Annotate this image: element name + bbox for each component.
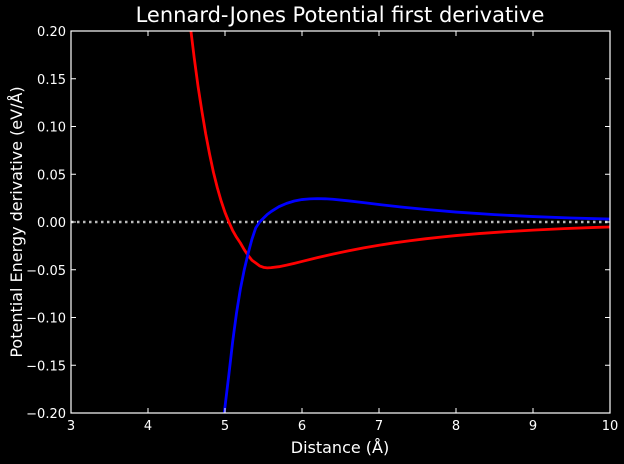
x-tick-label: 4 [144,419,152,434]
x-tick-label: 3 [67,419,75,434]
plot-area: 3 4 5 6 7 8 9 10 −0.20 −0.15 −0.10 −0.05 0.00 0.05 0.1… [26,25,618,434]
y-axis-label: Potential Energy derivative (eV/Å) [7,86,26,357]
y-tick-label: 0.05 [37,168,66,183]
x-tick-label: 9 [529,419,537,434]
x-tick-label: 6 [298,419,306,434]
chart-title: Lennard-Jones Potential first derivative [136,3,545,27]
x-tick-label: 7 [375,419,383,434]
y-tick-label: 0.20 [37,25,66,40]
x-tick-label: 10 [602,419,619,434]
y-tick-label: −0.05 [26,264,66,279]
x-tick-label: 8 [452,419,460,434]
series-line-1 [189,31,610,270]
series-line-2 [222,197,610,413]
y-tick-label: 0.15 [37,73,66,88]
y-tick-label: 0.10 [37,121,66,136]
y-tick-label: −0.15 [26,359,66,374]
y-tick-label: 0.00 [37,216,66,231]
x-tick-label: 5 [221,419,229,434]
y-tick-label: −0.10 [26,312,66,327]
x-axis-label: Distance (Å) [291,438,389,457]
y-tick-label: −0.20 [26,407,66,422]
